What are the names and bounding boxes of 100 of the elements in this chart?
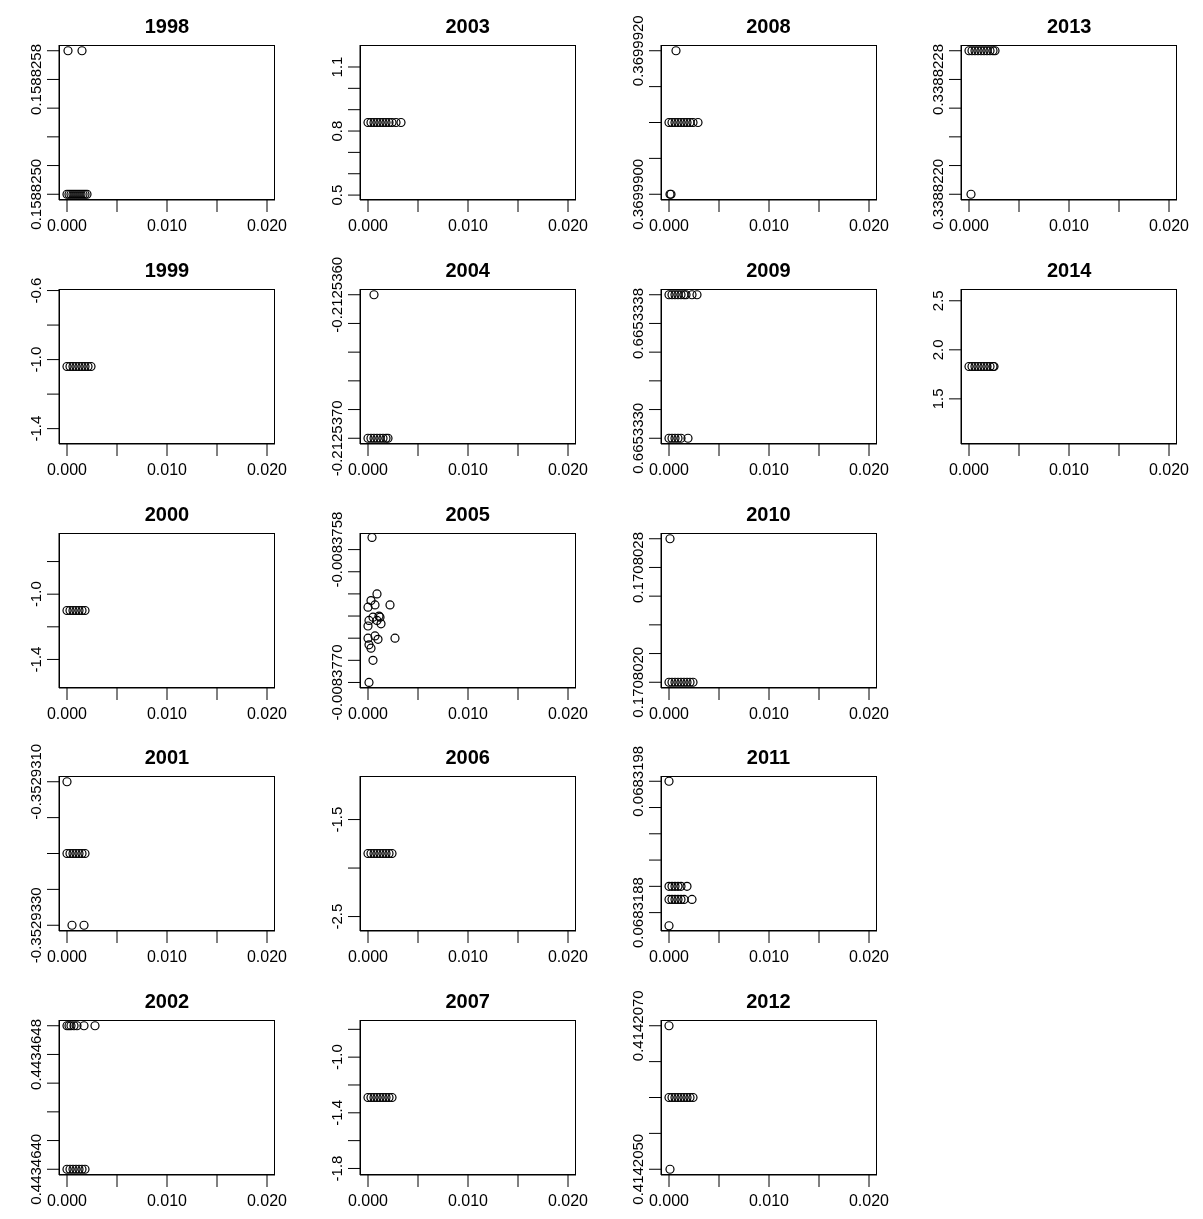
x-tick-label: 0.010 [748,704,789,722]
chart-title: 1999 [143,257,191,282]
x-tick-label: 0.010 [146,461,188,479]
y-tick-label: -1.8 [327,1155,345,1182]
y-tick-label: -0.0083770 [327,644,345,721]
y-tick-label: -2.5 [327,904,345,930]
chart-title: 2001 [143,745,191,770]
y-tick-label: -1.0 [327,1044,345,1071]
y-tick-label: 0.4142050 [628,1133,646,1205]
point [372,615,382,625]
x-tick-label: 0.000 [46,704,88,722]
y-tick-label: -0.6 [27,277,44,304]
x-tick-label: 0.020 [1149,461,1190,479]
x-tick-label: 0.010 [748,1192,789,1210]
x-tick-label: 0.010 [146,948,188,966]
point [670,46,681,56]
y-tick-label: 1.5 [929,388,947,410]
y-tick-label: 0.0683188 [628,877,646,949]
point [390,633,400,643]
x-tick-label: 0.020 [547,217,588,235]
chart-title: 1998 [143,14,191,38]
y-tick-label: 0.3699920 [628,15,646,87]
x-tick-label: 0.020 [848,1192,889,1210]
x-tick-label: 0.000 [347,461,388,479]
y-tick-label: -1.5 [327,807,345,833]
x-tick-label: 0.020 [246,217,288,235]
y-tick-label: 0.4434648 [27,1019,44,1091]
x-tick-label: 0.020 [547,704,588,722]
x-tick-label: 0.000 [949,461,990,479]
x-tick-label: 0.020 [848,704,889,722]
chart-title: 2009 [745,257,792,282]
point [368,655,378,665]
point [366,595,376,605]
y-tick-label: 0.1588258 [27,43,44,115]
x-tick-label: 0.000 [648,704,689,722]
y-tick-label: -0.3529310 [27,744,44,821]
y-tick-label: 0.3388220 [929,158,947,230]
x-tick-label: 0.010 [146,704,188,722]
chart-title: 2007 [444,989,491,1014]
point [373,634,383,644]
y-tick-label: -0.2125360 [327,256,345,333]
x-tick-label: 0.010 [447,217,488,235]
y-tick-label: 0.6653330 [628,402,646,474]
chart-title: 2004 [444,257,491,282]
x-tick-label: 0.020 [246,948,288,966]
y-tick-label: 0.4142070 [628,990,646,1062]
point [376,618,386,628]
y-tick-label: 2.5 [929,290,947,311]
x-tick-label: 0.020 [1149,217,1190,235]
chart-title: 2000 [143,501,191,526]
x-tick-label: 0.010 [447,704,488,722]
x-tick-label: 0.010 [447,461,488,479]
point [368,612,378,622]
x-tick-label: 0.020 [547,461,588,479]
chart-title: 2006 [444,745,491,770]
y-tick-label: 0.1708028 [628,531,646,603]
y-tick-label: -1.0 [27,580,44,607]
x-tick-label: 0.000 [648,217,689,235]
x-tick-label: 0.010 [1049,461,1090,479]
x-tick-label: 0.020 [848,461,889,479]
y-tick-label: -0.0083758 [327,511,345,588]
point [363,633,373,643]
x-tick-label: 0.020 [246,1192,288,1210]
chart-title: 2010 [745,501,792,526]
point [62,777,72,787]
x-tick-label: 0.020 [848,948,889,966]
x-tick-label: 0.010 [146,1192,188,1210]
y-tick-label: 0.6653338 [628,287,646,359]
point [663,777,674,787]
x-tick-label: 0.000 [46,217,88,235]
x-tick-label: 0.020 [246,461,288,479]
y-tick-label: 0.8 [327,120,345,142]
point [67,921,77,931]
point [372,588,382,599]
point [370,630,380,641]
y-tick-label: -0.3529330 [27,887,44,964]
chart-title: 2014 [1046,257,1093,282]
chart-title: 2012 [745,989,792,1014]
y-tick-label: 0.4434640 [27,1133,44,1205]
x-tick-label: 0.010 [748,461,789,479]
chart-title: 2002 [143,989,191,1014]
y-tick-label: 0.1588250 [27,158,44,230]
point [366,643,376,653]
y-tick-label: 0.1708020 [628,646,646,718]
x-tick-label: 0.010 [748,948,789,966]
x-tick-label: 0.000 [648,948,689,966]
x-tick-label: 0.020 [246,704,288,722]
point [385,599,395,610]
chart-title: 2011 [745,745,792,770]
x-tick-label: 0.000 [949,217,990,235]
x-tick-label: 0.010 [447,1192,488,1210]
y-tick-label: -1.0 [27,346,44,373]
chart-title: 2013 [1046,14,1093,38]
point [692,117,703,128]
x-tick-label: 0.000 [648,1192,689,1210]
point [370,599,380,610]
y-tick-label: 1.1 [327,56,345,78]
point [363,620,373,631]
y-tick-label: 0.0683198 [628,746,646,818]
x-tick-label: 0.020 [848,217,889,235]
